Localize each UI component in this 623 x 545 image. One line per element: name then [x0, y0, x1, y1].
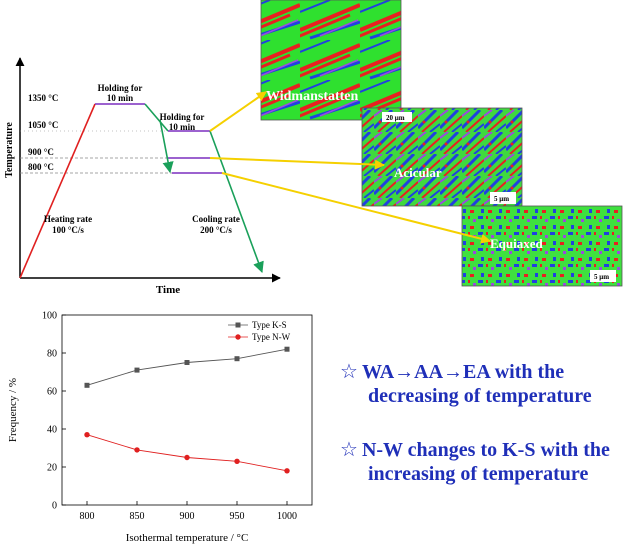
micrograph-acicular: 20 μm Acicular	[361, 107, 523, 207]
data-point-nw	[234, 458, 240, 464]
legend-marker-ks	[235, 322, 241, 328]
cooling-arrow-short	[159, 119, 174, 174]
arrow-to-equiaxed	[221, 172, 491, 244]
cooling-to-hold	[144, 103, 169, 132]
temp-label-1050: 1050 °C	[28, 120, 58, 130]
micrograph-widmanstatten: Widmanstatten	[260, 0, 402, 121]
hold1-text-2: 10 min	[107, 93, 133, 103]
data-point-ks	[134, 367, 140, 373]
y-tick-label: 80	[47, 349, 57, 360]
micrograph-equiaxed: Equiaxed 5 μm	[461, 205, 623, 287]
y-tick-label: 40	[47, 425, 57, 436]
micrograph-label-acicular: Acicular	[394, 165, 442, 180]
scale-bar-acicular-20: 20 μm	[386, 114, 405, 122]
scale-bar-equiaxed: 5 μm	[594, 273, 609, 281]
callout-morphology: ☆ WA→AA→EA with the decreasing of tempera…	[340, 360, 592, 408]
arrow-to-widmanstatten	[209, 91, 267, 132]
legend-label-nw: Type N-W	[252, 332, 291, 342]
arrow-to-acicular	[209, 157, 385, 170]
scale-bar-acicular: 5 μm	[494, 195, 509, 203]
plot-frame	[61, 314, 313, 506]
data-point-nw	[134, 447, 140, 453]
micrograph-panel: Widmanstatten 20 μm Acicular Equiaxed 5 …	[209, 0, 623, 287]
cooling-text-1: Cooling rate	[192, 214, 240, 224]
heat-treatment-schematic: Temperature Time 1350 °C 1050 °C 900 °C …	[4, 57, 281, 296]
callout-orientation-line2: increasing of temperature	[368, 463, 589, 485]
hold2-text-2: 10 min	[169, 122, 195, 132]
schematic-y-label: Temperature	[4, 122, 15, 178]
cooling-text-2: 200 °C/s	[200, 225, 232, 235]
y-tick-label: 100	[42, 311, 57, 322]
data-point-ks	[284, 346, 290, 352]
x-tick-label: 850	[130, 511, 145, 522]
hold2-text-1: Holding for	[160, 112, 205, 122]
temp-label-1350: 1350 °C	[28, 93, 58, 103]
temp-label-800: 800 °C	[28, 162, 54, 172]
star-icon: ☆	[340, 361, 358, 383]
hold1-text-1: Holding for	[98, 83, 143, 93]
schematic-x-label: Time	[156, 284, 180, 296]
data-point-nw	[84, 432, 90, 438]
temp-label-900: 900 °C	[28, 147, 54, 157]
chart-legend: Type K-S Type N-W	[228, 320, 291, 342]
legend-label-ks: Type K-S	[252, 320, 287, 330]
x-tick-label: 950	[230, 511, 245, 522]
x-tick-label: 800	[80, 511, 95, 522]
y-tick-label: 0	[52, 501, 57, 512]
heating-text-2: 100 °C/s	[52, 225, 84, 235]
x-tick-label: 900	[180, 511, 195, 522]
data-point-ks	[234, 356, 240, 362]
series-line-nw	[86, 434, 288, 472]
callout-morphology-line1: WA→AA→EA with the	[361, 361, 565, 383]
data-point-ks	[184, 360, 190, 365]
x-tick-label: 1000	[277, 511, 297, 522]
star-icon: ☆	[340, 439, 358, 461]
frequency-chart: 0 20 40 60 80 100 800 850 900 950 1000 Isothermal …	[7, 311, 313, 544]
micrograph-label-equiaxed: Equiaxed	[490, 236, 544, 251]
heating-text-1: Heating rate	[44, 214, 92, 224]
data-point-nw	[284, 468, 290, 474]
data-point-nw	[184, 454, 190, 461]
micrograph-label-widmanstatten: Widmanstatten	[266, 89, 359, 104]
chart-xlabel: Isothermal temperature / °C	[126, 532, 249, 544]
chart-ylabel: Frequency / %	[7, 378, 19, 442]
callout-orientation-line1: N-W changes to K-S with the	[361, 439, 610, 461]
y-tick-label: 20	[47, 463, 57, 474]
legend-marker-nw	[235, 334, 241, 340]
y-tick-label: 60	[47, 387, 57, 398]
series-line-ks	[86, 348, 288, 386]
data-point-ks	[84, 382, 90, 388]
cooling-arrow-final	[209, 130, 264, 274]
callout-orientation: ☆ N-W changes to K-S with the increasing …	[340, 438, 610, 486]
callout-morphology-line2: decreasing of temperature	[368, 385, 592, 407]
heating-ramp	[19, 103, 96, 279]
